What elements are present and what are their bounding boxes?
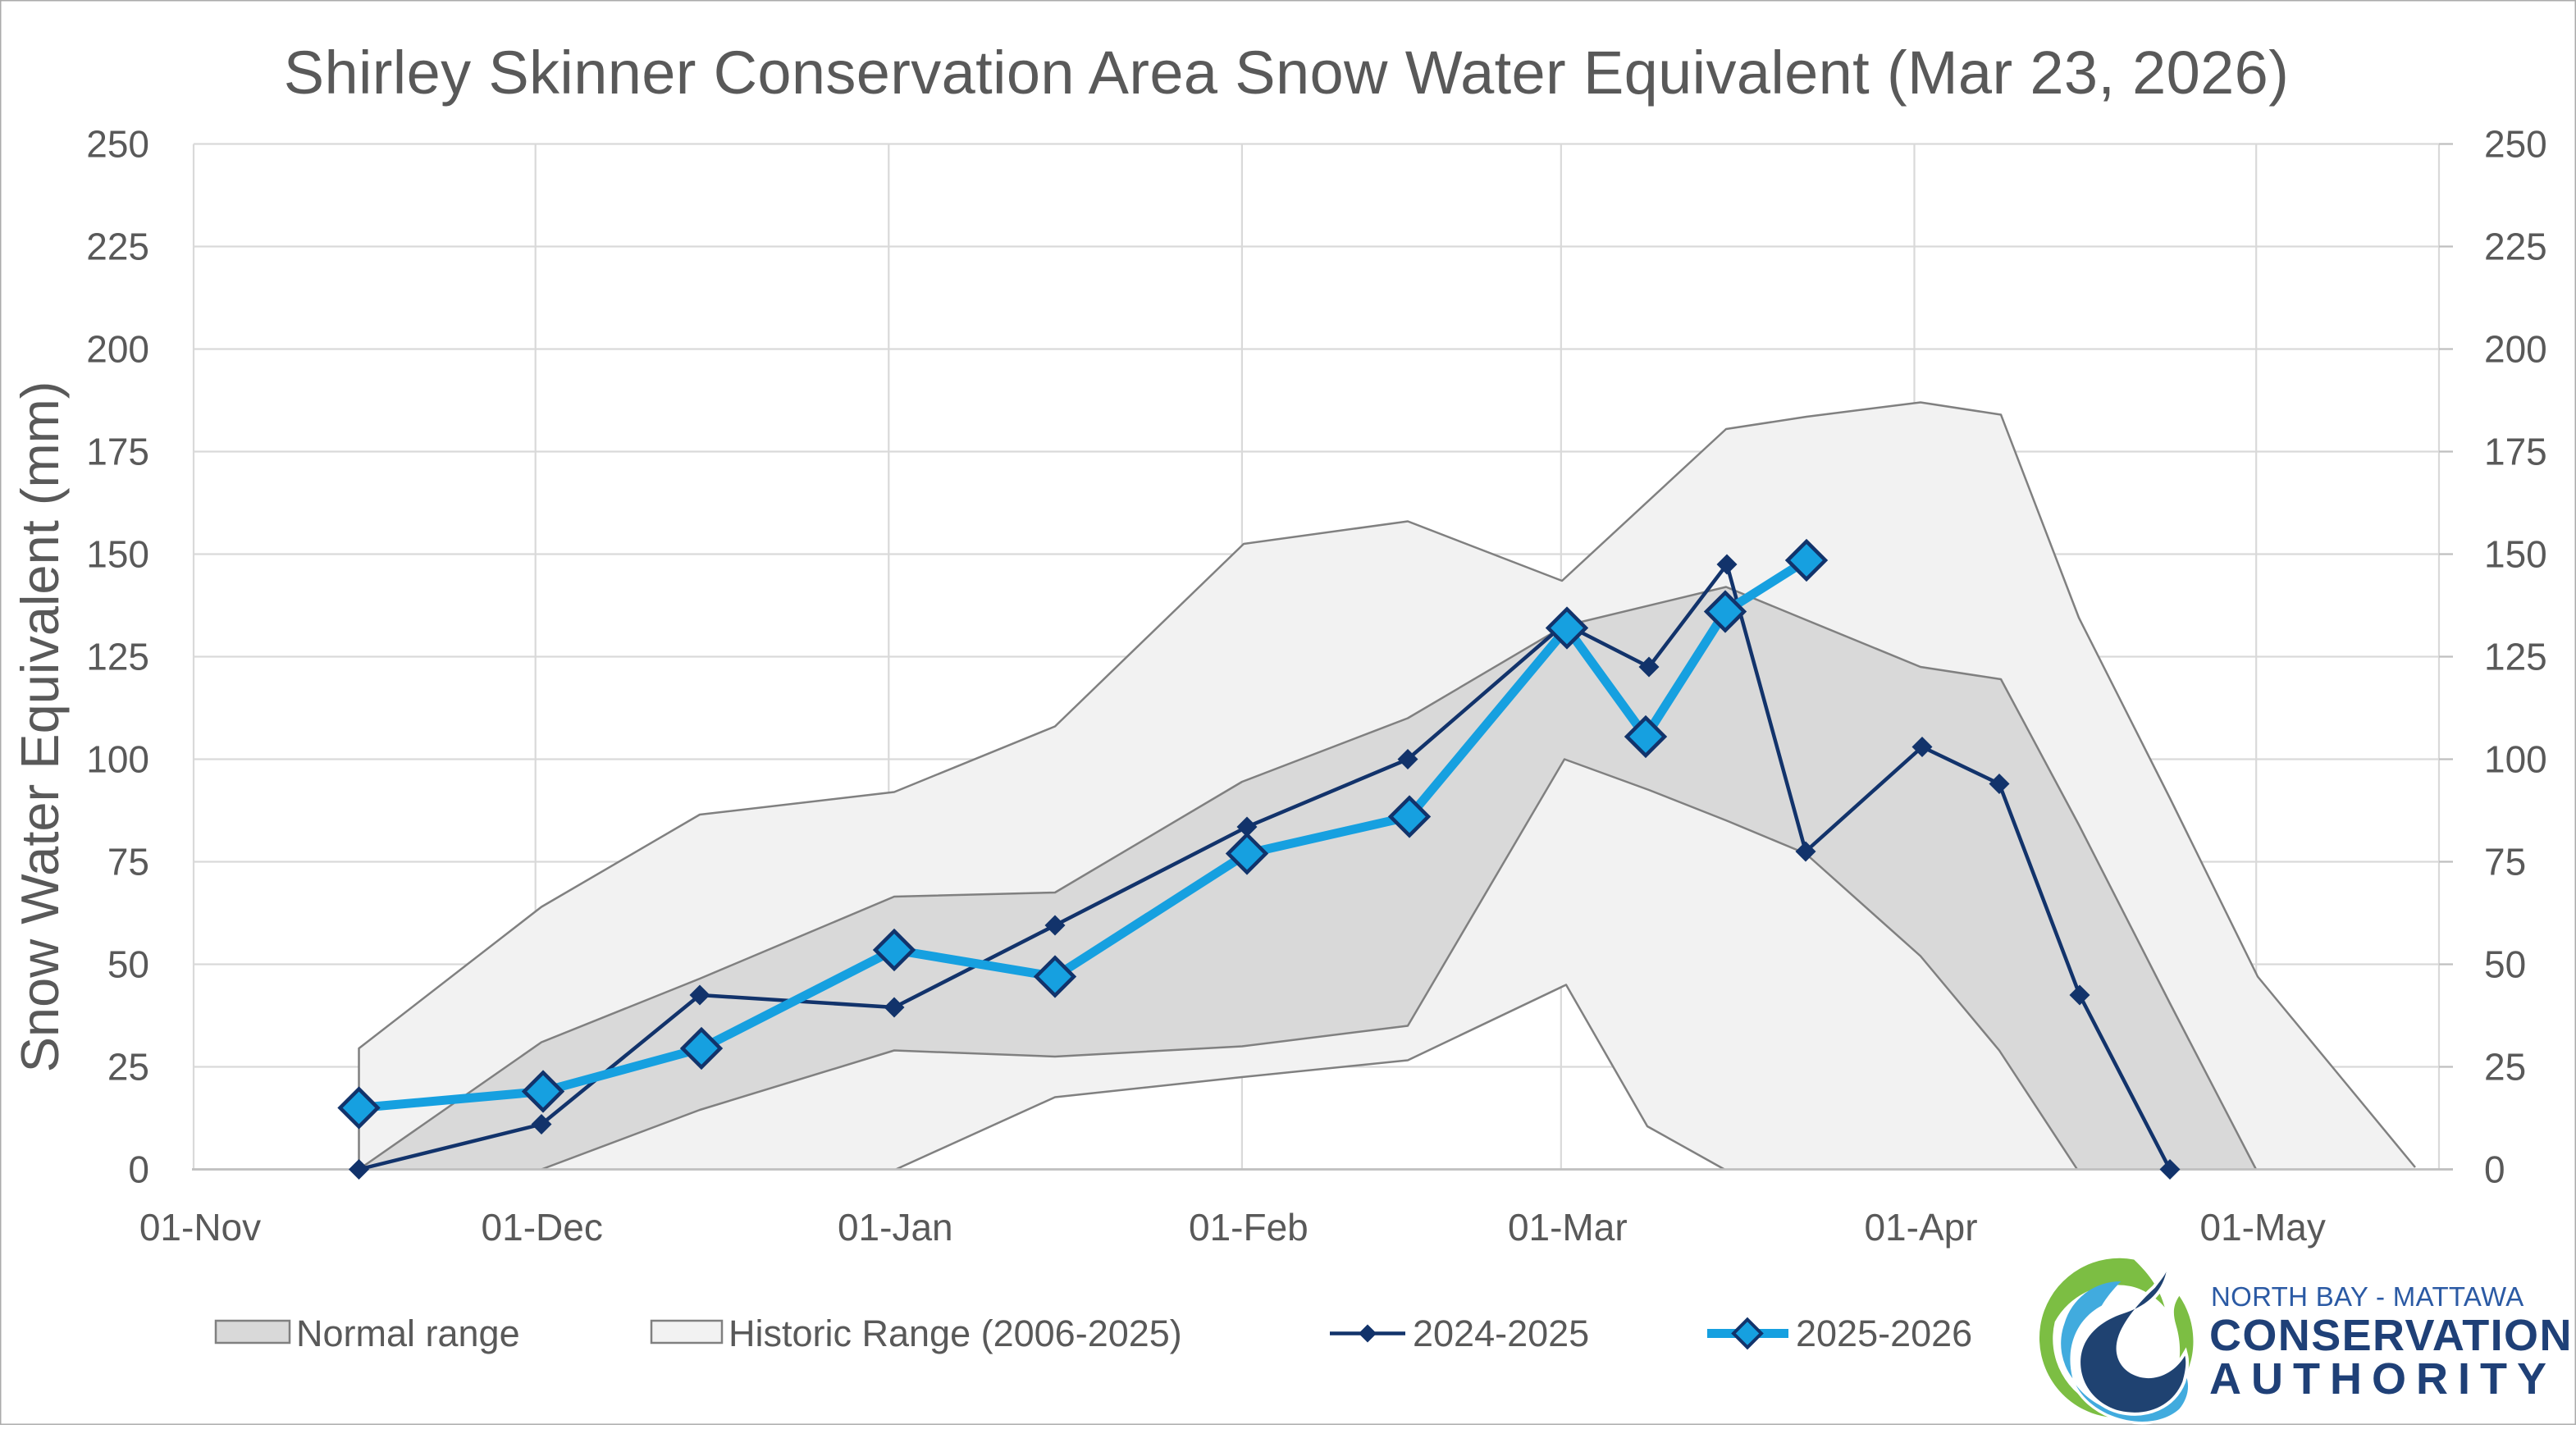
svg-text:01-Feb: 01-Feb (1189, 1206, 1309, 1249)
svg-text:225: 225 (2484, 226, 2547, 268)
svg-text:01-Mar: 01-Mar (1508, 1206, 1628, 1249)
svg-text:0: 0 (128, 1148, 149, 1191)
svg-text:175: 175 (2484, 431, 2547, 473)
svg-text:50: 50 (107, 943, 149, 986)
svg-text:25: 25 (2484, 1046, 2526, 1089)
svg-text:01-Nov: 01-Nov (139, 1206, 261, 1249)
svg-text:100: 100 (2484, 738, 2547, 781)
svg-text:100: 100 (86, 738, 149, 781)
svg-text:175: 175 (86, 431, 149, 473)
svg-text:0: 0 (2484, 1148, 2505, 1191)
svg-text:01-Apr: 01-Apr (1864, 1206, 1977, 1249)
svg-text:225: 225 (86, 226, 149, 268)
svg-text:50: 50 (2484, 943, 2526, 986)
svg-text:25: 25 (107, 1046, 149, 1089)
svg-text:Historic Range (2006-2025): Historic Range (2006-2025) (728, 1313, 1182, 1354)
svg-text:Shirley Skinner Conservation A: Shirley Skinner Conservation Area Snow W… (284, 39, 2289, 107)
svg-text:2025-2026: 2025-2026 (1796, 1313, 1972, 1354)
svg-text:01-Jan: 01-Jan (838, 1206, 953, 1249)
svg-text:NORTH BAY - MATTAWA: NORTH BAY - MATTAWA (2211, 1281, 2524, 1312)
svg-text:125: 125 (2484, 636, 2547, 678)
svg-text:75: 75 (2484, 841, 2526, 883)
svg-text:150: 150 (2484, 533, 2547, 576)
svg-text:200: 200 (2484, 328, 2547, 371)
svg-text:Normal range: Normal range (296, 1313, 520, 1354)
svg-text:01-May: 01-May (2200, 1206, 2326, 1249)
svg-text:75: 75 (107, 841, 149, 883)
svg-text:AUTHORITY: AUTHORITY (2209, 1354, 2556, 1404)
svg-text:Snow Water Equivalent (mm): Snow Water Equivalent (mm) (10, 381, 70, 1073)
svg-text:250: 250 (2484, 123, 2547, 166)
svg-text:01-Dec: 01-Dec (482, 1206, 603, 1249)
svg-text:125: 125 (86, 636, 149, 678)
svg-text:2024-2025: 2024-2025 (1413, 1313, 1589, 1354)
svg-text:CONSERVATION: CONSERVATION (2209, 1311, 2573, 1360)
svg-text:200: 200 (86, 328, 149, 371)
svg-text:250: 250 (86, 123, 149, 166)
svg-text:150: 150 (86, 533, 149, 576)
